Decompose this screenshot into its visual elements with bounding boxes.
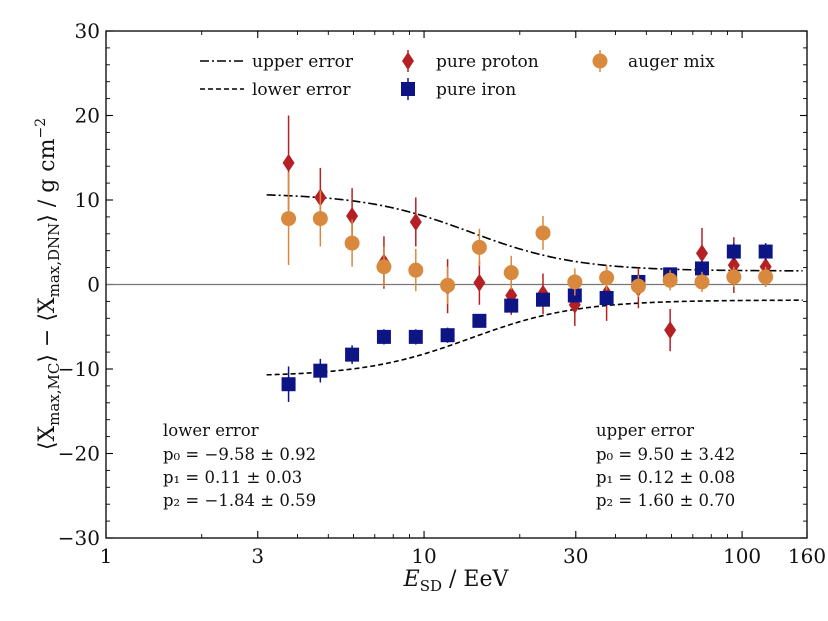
- data-point: [504, 298, 519, 313]
- x-axis-title-unit: / EeV: [442, 567, 509, 592]
- legend: upper error lower error pure proton pure ir…: [200, 50, 715, 100]
- data-point: [345, 347, 360, 362]
- legend-item-lower-error: lower error: [200, 80, 351, 100]
- data-point: [726, 244, 741, 259]
- legend-label: pure proton: [436, 52, 539, 72]
- data-point: [694, 274, 710, 290]
- y-axis-title-part-3: ⟩ / g cm: [35, 138, 60, 222]
- x-axis-title-main: E: [403, 567, 420, 592]
- data-point: [473, 273, 486, 292]
- data-point: [346, 207, 359, 226]
- tick-labels: 1 3 10 30 100 160 −30 −20 −10 0 10 20 30: [58, 19, 826, 568]
- legend-marker: [402, 52, 414, 70]
- y-tick-label: 20: [75, 104, 100, 128]
- y-tick-label: 30: [75, 19, 100, 43]
- x-tick-label: 30: [563, 544, 588, 568]
- series-auger-mix: [281, 172, 774, 304]
- y-tick-label: −10: [58, 357, 100, 381]
- data-point: [695, 244, 708, 263]
- minor-ticks: [106, 31, 807, 538]
- x-tick-label: 3: [251, 544, 264, 568]
- x-axis-title: ESD / EeV: [403, 567, 510, 595]
- y-axis-title-sub-1: max,MC: [45, 363, 63, 426]
- legend-label: auger mix: [628, 52, 715, 72]
- legend-item-auger-mix: auger mix: [592, 50, 715, 72]
- legend-label: lower error: [252, 80, 351, 100]
- data-point: [630, 278, 646, 294]
- annotation-upper-line-1: upper error: [596, 421, 694, 440]
- x-tick-label: 10: [411, 544, 436, 568]
- annotation-upper-line-2: p₀ = 9.50 ± 3.42: [596, 445, 735, 464]
- data-point: [758, 269, 774, 285]
- annotation-lower-line-3: p₁ = 0.11 ± 0.03: [163, 468, 302, 487]
- data-point: [471, 239, 487, 255]
- data-point: [344, 235, 360, 251]
- legend-label: pure iron: [436, 80, 516, 100]
- data-point: [408, 329, 423, 344]
- data-point: [376, 259, 392, 275]
- annotation-lower-line-2: p₀ = −9.58 ± 0.92: [163, 445, 316, 464]
- x-tick-label: 100: [723, 544, 761, 568]
- data-point: [694, 261, 709, 276]
- data-point: [567, 274, 583, 290]
- data-point: [281, 211, 297, 227]
- data-point: [282, 153, 295, 172]
- legend-item-pure-iron: pure iron: [401, 78, 516, 100]
- fit-curve-upper-error: [266, 194, 803, 272]
- y-axis-title-sub-2: max,DNN: [45, 223, 63, 298]
- annotation-lower-line-1: lower error: [163, 421, 259, 440]
- y-axis-title-part-1: ⟨X: [35, 426, 60, 451]
- x-axis-title-sub: SD: [420, 577, 442, 595]
- annotation-lower-line-4: p₂ = −1.84 ± 0.59: [163, 491, 316, 510]
- data-point: [409, 212, 422, 231]
- annotation-lower-error: lower error p₀ = −9.58 ± 0.92 p₁ = 0.11 …: [163, 421, 316, 510]
- data-point: [758, 244, 773, 259]
- data-point: [599, 270, 615, 286]
- y-tick-label: 10: [75, 188, 100, 212]
- annotation-upper-line-3: p₁ = 0.12 ± 0.08: [596, 468, 735, 487]
- annotation-upper-line-4: p₂ = 1.60 ± 0.70: [596, 491, 735, 510]
- legend-item-upper-error: upper error: [200, 52, 354, 72]
- data-point: [727, 256, 740, 275]
- data-point: [535, 225, 551, 241]
- x-tick-label: 1: [100, 544, 113, 568]
- y-tick-label: −30: [58, 526, 100, 550]
- data-point: [281, 377, 296, 392]
- y-axis-title-part-2: ⟩ − ⟨X: [35, 297, 60, 363]
- fit-curves: [266, 194, 803, 376]
- y-tick-label: 0: [87, 273, 100, 297]
- y-axis-title: ⟨Xmax,MC⟩ − ⟨Xmax,DNN⟩ / g cm−2: [33, 118, 63, 450]
- data-point: [408, 262, 424, 278]
- y-axis-title-sup: −2: [33, 118, 49, 139]
- legend-item-pure-proton: pure proton: [402, 50, 539, 72]
- legend-label: upper error: [252, 52, 354, 72]
- data-point: [313, 363, 328, 378]
- legend-marker: [401, 82, 415, 96]
- data-point: [376, 329, 391, 344]
- data-point: [472, 313, 487, 328]
- data-point: [503, 265, 519, 281]
- fit-curve-lower-error: [266, 299, 803, 376]
- data-point: [440, 277, 456, 293]
- annotation-upper-error: upper error p₀ = 9.50 ± 3.42 p₁ = 0.12 ±…: [596, 421, 735, 510]
- data-point: [312, 211, 328, 227]
- legend-marker: [592, 53, 608, 69]
- x-tick-label: 160: [788, 544, 826, 568]
- plot-frame: [105, 30, 808, 539]
- data-point: [440, 328, 455, 343]
- data-point: [535, 292, 550, 307]
- data-point: [726, 269, 742, 285]
- data-point: [664, 321, 677, 340]
- data-point: [599, 291, 614, 306]
- data-point: [662, 272, 678, 288]
- data-series: [281, 115, 774, 402]
- y-tick-label: −20: [58, 442, 100, 466]
